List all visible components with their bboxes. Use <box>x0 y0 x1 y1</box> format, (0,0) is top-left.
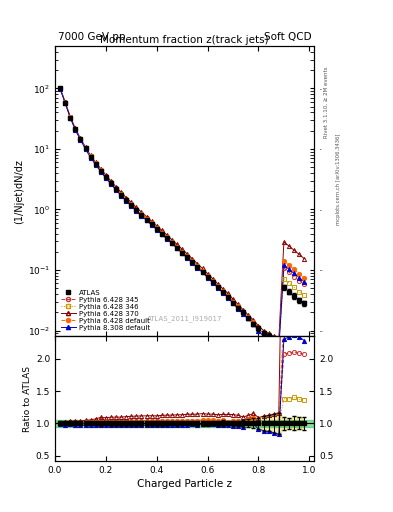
Title: Momentum fraction z(track jets): Momentum fraction z(track jets) <box>100 35 269 45</box>
Y-axis label: (1/Njet)dN/dz: (1/Njet)dN/dz <box>14 159 24 224</box>
Text: Rivet 3.1.10, ≥ 2M events: Rivet 3.1.10, ≥ 2M events <box>324 67 329 138</box>
Text: mcplots.cern.ch [arXiv:1306.3436]: mcplots.cern.ch [arXiv:1306.3436] <box>336 134 341 225</box>
Y-axis label: Ratio to ATLAS: Ratio to ATLAS <box>23 366 31 432</box>
Legend: ATLAS, Pythia 6.428 345, Pythia 6.428 346, Pythia 6.428 370, Pythia 6.428 defaul: ATLAS, Pythia 6.428 345, Pythia 6.428 34… <box>59 288 152 333</box>
Text: Soft QCD: Soft QCD <box>264 32 312 41</box>
X-axis label: Charged Particle z: Charged Particle z <box>137 479 232 489</box>
Text: 7000 GeV pp: 7000 GeV pp <box>58 32 125 41</box>
Text: ATLAS_2011_I919017: ATLAS_2011_I919017 <box>147 315 222 322</box>
Bar <box>55 420 314 426</box>
